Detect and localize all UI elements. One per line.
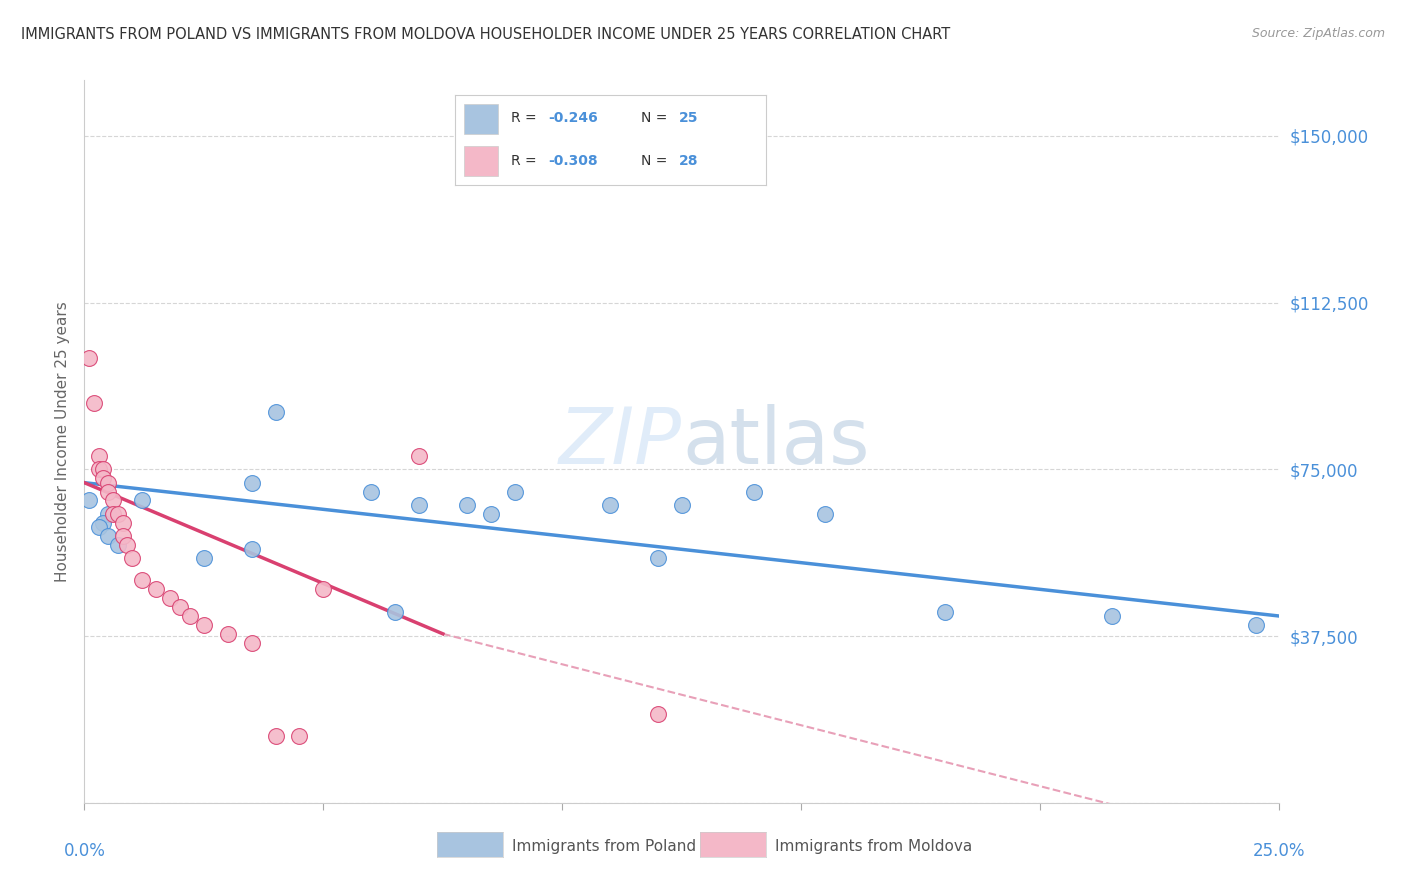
Point xyxy=(87,449,110,463)
Point xyxy=(264,729,287,743)
Point xyxy=(97,475,120,490)
Point xyxy=(1101,609,1123,624)
Point xyxy=(408,449,430,463)
Point xyxy=(934,605,956,619)
Point xyxy=(107,507,129,521)
Point xyxy=(288,729,311,743)
Point xyxy=(97,484,120,499)
Point xyxy=(83,395,105,409)
Point xyxy=(193,618,215,632)
Text: 0.0%: 0.0% xyxy=(63,842,105,860)
Point xyxy=(77,493,100,508)
Point xyxy=(384,605,406,619)
Text: 25.0%: 25.0% xyxy=(1253,842,1306,860)
Point xyxy=(647,551,669,566)
Point xyxy=(111,516,134,530)
Text: Immigrants from Moldova: Immigrants from Moldova xyxy=(775,838,973,854)
Point xyxy=(93,462,115,476)
Text: Immigrants from Poland: Immigrants from Poland xyxy=(512,838,696,854)
Point xyxy=(193,551,215,566)
Y-axis label: Householder Income Under 25 years: Householder Income Under 25 years xyxy=(55,301,70,582)
Point xyxy=(217,627,239,641)
Point xyxy=(169,600,191,615)
Point xyxy=(145,582,167,597)
Point xyxy=(240,542,263,557)
Point xyxy=(240,636,263,650)
Point xyxy=(360,484,382,499)
Text: ZIP: ZIP xyxy=(560,403,682,480)
Point xyxy=(240,475,263,490)
Point xyxy=(107,538,129,552)
Point xyxy=(159,591,181,606)
Point xyxy=(111,529,134,543)
Point xyxy=(647,706,669,721)
Point xyxy=(264,404,287,418)
Point xyxy=(97,507,120,521)
Point xyxy=(408,498,430,512)
Point xyxy=(814,507,837,521)
Text: atlas: atlas xyxy=(682,403,869,480)
Point xyxy=(599,498,621,512)
Point xyxy=(87,462,110,476)
Point xyxy=(77,351,100,366)
Point xyxy=(131,574,153,588)
Point xyxy=(93,471,115,485)
Point xyxy=(312,582,335,597)
Point xyxy=(101,507,124,521)
Point xyxy=(121,551,143,566)
Point xyxy=(117,538,139,552)
Point xyxy=(101,493,124,508)
Point xyxy=(131,493,153,508)
Point xyxy=(179,609,201,624)
Point xyxy=(456,498,478,512)
Text: IMMIGRANTS FROM POLAND VS IMMIGRANTS FROM MOLDOVA HOUSEHOLDER INCOME UNDER 25 YE: IMMIGRANTS FROM POLAND VS IMMIGRANTS FRO… xyxy=(21,27,950,42)
Point xyxy=(97,529,120,543)
Point xyxy=(1244,618,1267,632)
Point xyxy=(87,520,110,534)
Point xyxy=(742,484,765,499)
Point xyxy=(93,516,115,530)
Point xyxy=(671,498,693,512)
Point xyxy=(479,507,502,521)
Text: Source: ZipAtlas.com: Source: ZipAtlas.com xyxy=(1251,27,1385,40)
Point xyxy=(503,484,526,499)
